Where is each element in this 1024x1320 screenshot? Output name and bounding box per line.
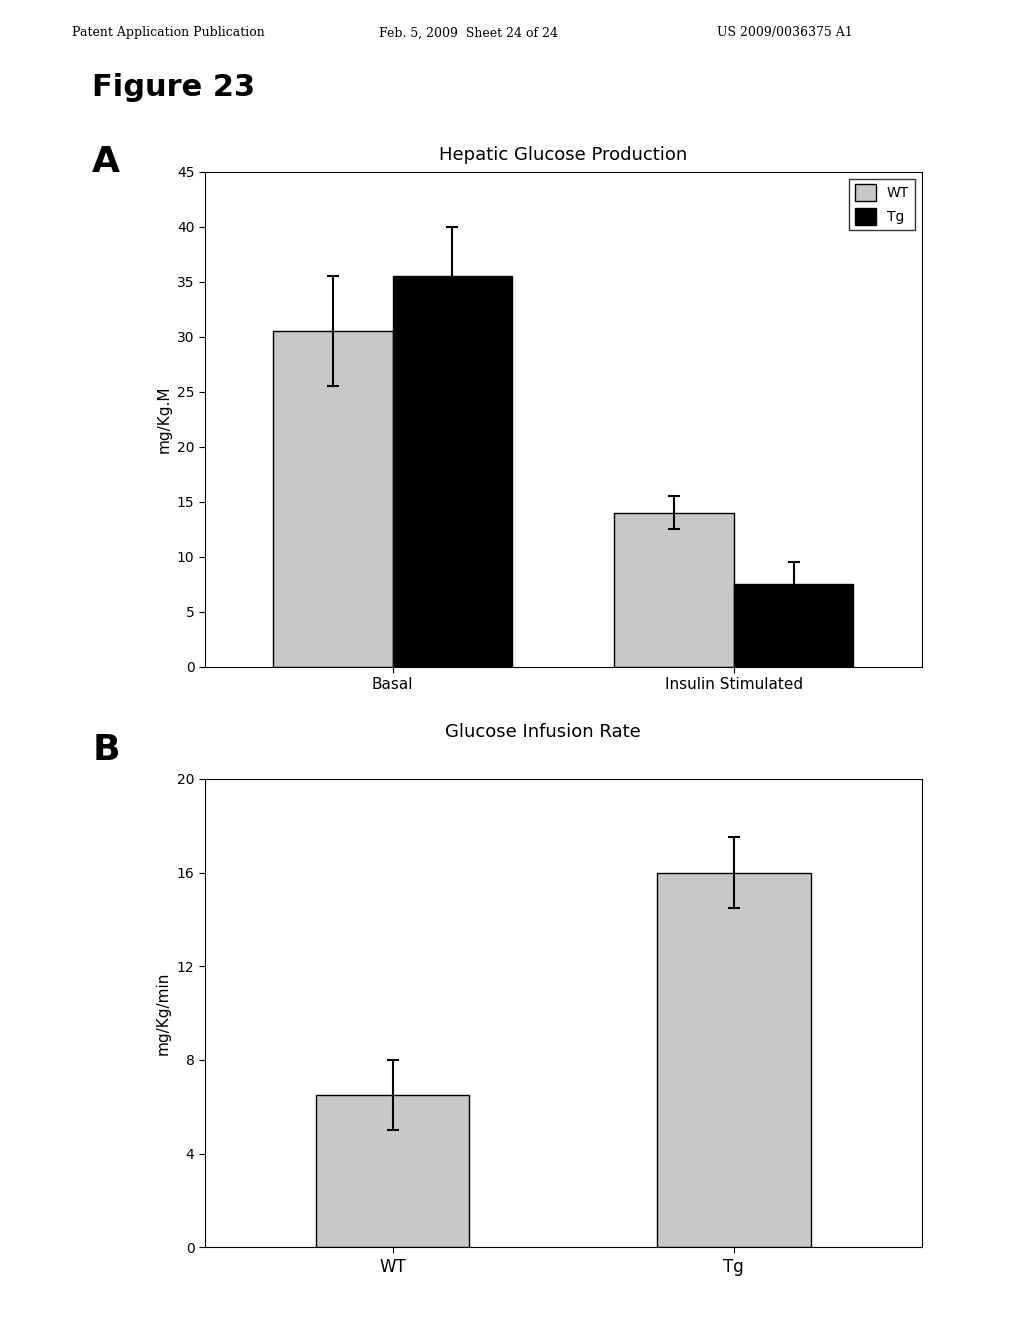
Text: Glucose Infusion Rate: Glucose Infusion Rate bbox=[444, 723, 641, 742]
Bar bbox=[657, 873, 811, 1247]
Bar bbox=[315, 1096, 469, 1247]
Bar bbox=[734, 583, 853, 667]
Bar bbox=[392, 276, 512, 667]
Y-axis label: mg/Kg.M: mg/Kg.M bbox=[157, 385, 171, 453]
Text: US 2009/0036375 A1: US 2009/0036375 A1 bbox=[717, 26, 853, 40]
Text: Figure 23: Figure 23 bbox=[92, 73, 255, 102]
Y-axis label: mg/Kg/min: mg/Kg/min bbox=[156, 972, 171, 1055]
Text: A: A bbox=[92, 145, 120, 180]
Text: Feb. 5, 2009  Sheet 24 of 24: Feb. 5, 2009 Sheet 24 of 24 bbox=[379, 26, 558, 40]
Text: Patent Application Publication: Patent Application Publication bbox=[72, 26, 264, 40]
Text: B: B bbox=[92, 733, 120, 767]
Title: Hepatic Glucose Production: Hepatic Glucose Production bbox=[439, 147, 687, 165]
Legend: WT, Tg: WT, Tg bbox=[849, 178, 914, 231]
Bar bbox=[614, 512, 734, 667]
Bar bbox=[273, 331, 392, 667]
